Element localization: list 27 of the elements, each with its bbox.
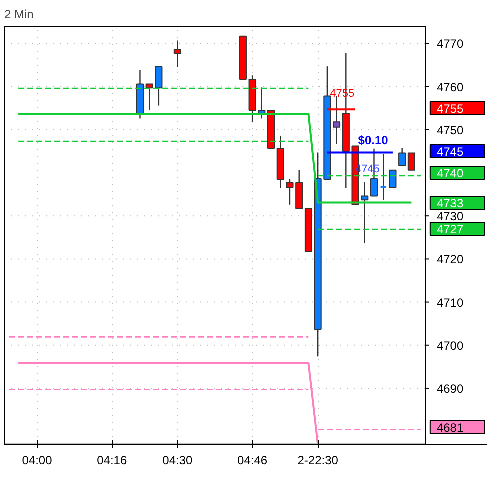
y2-tick-label: 4681 [436, 420, 464, 435]
candlestick [174, 40, 182, 68]
y2-tick-label: 4727 [436, 222, 464, 237]
y-tick-label: 4760 [436, 80, 464, 94]
x-tick-label: 04:30 [162, 454, 194, 468]
y2-tick-label: 4745 [436, 144, 464, 159]
candlestick [408, 152, 416, 171]
y-tick-label: 4700 [436, 338, 464, 353]
y-tick-label: 4720 [436, 252, 464, 267]
y-tick-label: 4710 [436, 296, 464, 310]
y2-tick-label: 4740 [436, 166, 464, 181]
y-tick-label: 4770 [436, 37, 464, 52]
x-tick-label: 04:16 [97, 454, 128, 468]
y-tick-label: 4730 [436, 210, 464, 224]
chart-title: 2 Min [4, 8, 34, 22]
x-tick-label: 04:00 [22, 454, 53, 468]
candlestick [380, 153, 388, 201]
y2-tick-label: 4755 [436, 102, 464, 116]
annotation: $0.10 [358, 133, 389, 148]
y-tick-label: 4690 [436, 382, 464, 396]
candlestick [333, 96, 341, 145]
y2-tick-label: 4733 [436, 196, 464, 211]
x-tick-label: 2-22:30 [298, 454, 339, 468]
candlestick [389, 170, 397, 188]
candlestick [398, 147, 406, 166]
x-tick-label: 04:46 [238, 454, 268, 468]
y-tick-label: 4750 [436, 123, 464, 138]
